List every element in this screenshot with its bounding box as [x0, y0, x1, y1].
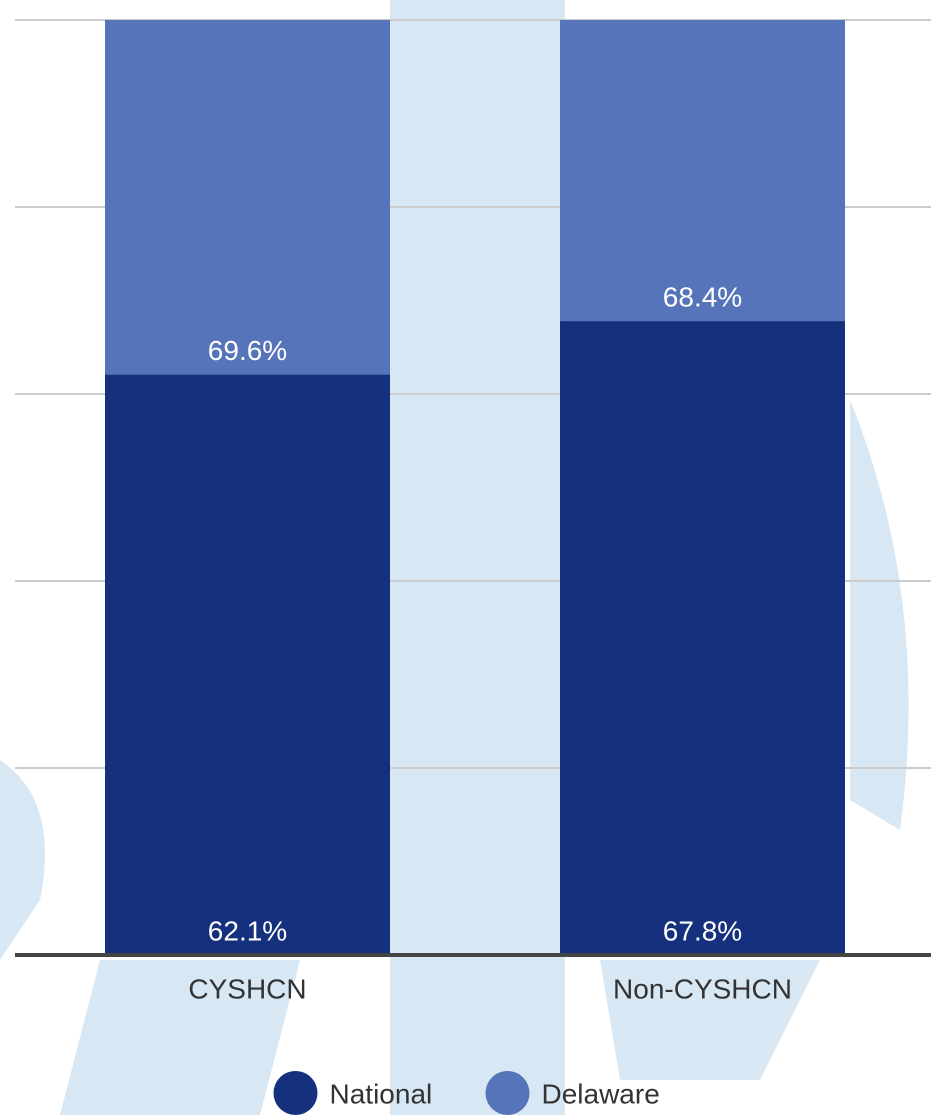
value-label: 67.8% — [663, 915, 742, 946]
legend-marker — [486, 1071, 530, 1115]
x-tick-label: Non-CYSHCN — [613, 973, 792, 1004]
value-label: 69.6% — [208, 335, 287, 366]
bar-segment — [105, 0, 390, 374]
bar-segment — [105, 374, 390, 955]
legend-label: National — [330, 1078, 433, 1109]
bar-segment — [560, 0, 845, 321]
bar-segment — [560, 321, 845, 955]
legend-label: Delaware — [542, 1078, 660, 1109]
x-tick-label: CYSHCN — [188, 973, 306, 1004]
value-label: 62.1% — [208, 915, 287, 946]
legend-marker — [274, 1071, 318, 1115]
chart: 62.1% 69.6% CYSHCN 67.8% 68.4% Non-CYSHCN Nati… — [0, 0, 931, 1115]
value-label: 68.4% — [663, 281, 742, 312]
